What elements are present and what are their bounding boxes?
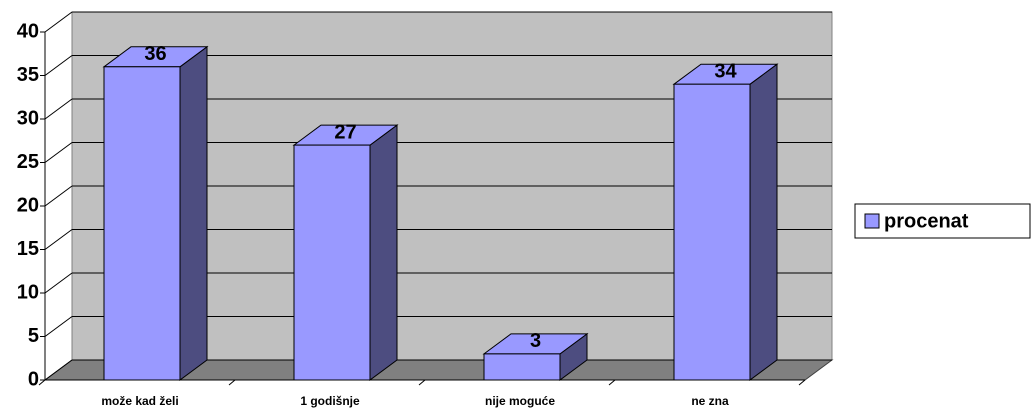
y-tick-label: 0	[28, 368, 39, 390]
y-tick-label: 10	[17, 281, 39, 303]
y-tick-label: 40	[17, 20, 39, 42]
x-tick-label: može kad želi	[101, 394, 178, 408]
grid-line-side	[44, 359, 73, 381]
legend-swatch	[864, 213, 880, 229]
y-tick-label: 20	[17, 194, 39, 216]
grid-line-side	[44, 55, 73, 76]
bar	[483, 353, 561, 381]
value-label: 36	[144, 43, 166, 65]
bar	[293, 144, 371, 381]
y-tick-label: 25	[17, 151, 39, 173]
grid-line-side	[44, 185, 73, 207]
x-tick	[38, 379, 46, 386]
grid-line-side	[44, 98, 73, 120]
y-tick-label: 5	[28, 325, 39, 347]
grid-line-side	[44, 11, 73, 33]
x-tick-label: nije moguće	[485, 394, 555, 408]
x-tick-label: ne zna	[691, 394, 729, 408]
x-tick	[608, 379, 616, 386]
grid-line-side	[44, 142, 73, 163]
x-tick	[228, 379, 236, 386]
y-tick-label: 15	[17, 238, 39, 260]
legend	[854, 203, 1031, 239]
grid-line-side	[44, 316, 73, 337]
bar	[103, 66, 181, 381]
y-tick-label: 35	[17, 64, 39, 86]
legend-label: procenat	[884, 210, 969, 232]
bar-side	[369, 124, 398, 381]
x-tick	[798, 379, 806, 386]
grid-line-side	[44, 272, 73, 294]
grid-line-side	[44, 229, 73, 250]
y-tick-label: 30	[17, 107, 39, 129]
bar-side	[179, 45, 208, 381]
bar	[673, 83, 751, 381]
value-label: 27	[334, 121, 356, 143]
bar-side	[749, 63, 778, 381]
value-label: 34	[714, 60, 737, 82]
x-tick	[418, 379, 426, 386]
x-tick-label: 1 godišnje	[300, 394, 360, 408]
value-label: 3	[530, 330, 541, 352]
